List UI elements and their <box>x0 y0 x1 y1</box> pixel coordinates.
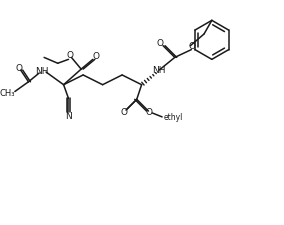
Text: NH: NH <box>36 67 49 76</box>
Text: CH₃: CH₃ <box>0 89 15 98</box>
Text: NH: NH <box>153 65 166 74</box>
Text: O: O <box>189 42 196 51</box>
Text: O: O <box>146 108 153 117</box>
Text: O: O <box>67 51 74 60</box>
Text: ethyl: ethyl <box>164 113 183 122</box>
Text: O: O <box>92 52 99 61</box>
Text: O: O <box>121 108 128 117</box>
Text: O: O <box>15 64 22 73</box>
Text: N: N <box>65 112 72 122</box>
Text: O: O <box>157 39 164 48</box>
